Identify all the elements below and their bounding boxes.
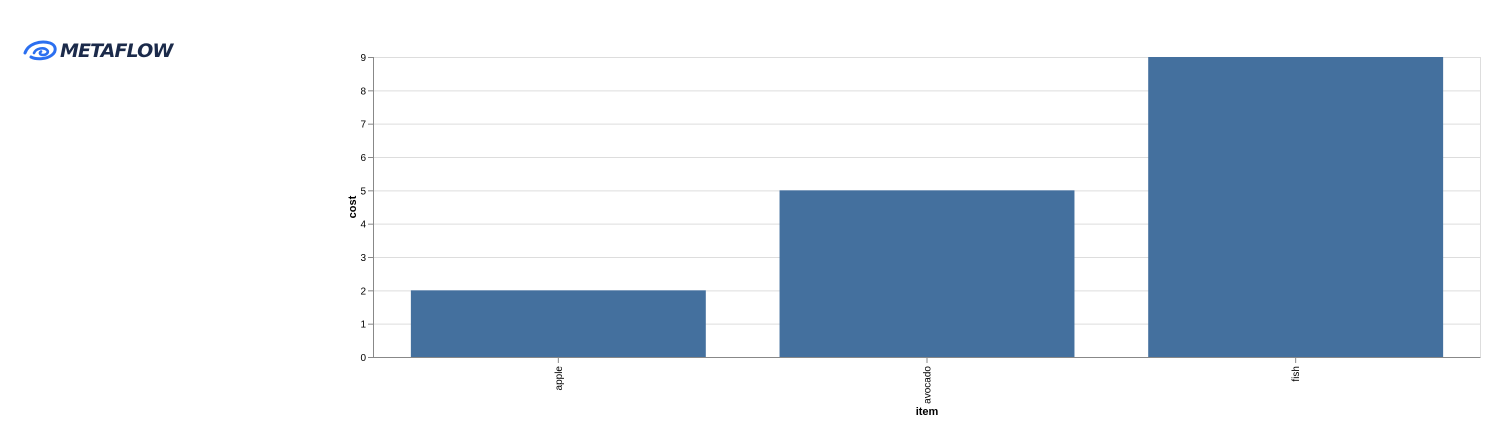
axes: 0 1 2 3 4 5 6 7 8 9 apple avocado fish [360, 53, 1481, 404]
y-tick-label-7: 7 [360, 120, 366, 131]
y-tick-label-5: 5 [360, 186, 366, 197]
x-axis-title: item [916, 406, 939, 418]
bar-fish [1148, 57, 1444, 357]
y-tick-label-3: 3 [360, 253, 366, 264]
y-axis-title: cost [347, 195, 359, 218]
logo-text: METAFLOW [60, 40, 173, 62]
bars [410, 57, 1444, 357]
bar-apple [410, 290, 706, 357]
metaflow-swirl-icon [23, 40, 57, 61]
x-tick-label-fish: fish [1291, 366, 1302, 382]
x-tick-label-avocado: avocado [923, 366, 934, 404]
y-tick-label-1: 1 [360, 320, 366, 331]
y-tick-label-4: 4 [360, 220, 366, 231]
bar-avocado [779, 190, 1075, 357]
y-tick-label-0: 0 [360, 353, 366, 364]
x-tick-label-apple: apple [554, 366, 565, 391]
y-tick-label-2: 2 [360, 286, 366, 297]
y-tick-label-8: 8 [360, 86, 366, 97]
y-tick-label-9: 9 [360, 53, 366, 64]
metaflow-logo[interactable]: METAFLOW [22, 38, 173, 64]
y-tick-label-6: 6 [360, 153, 366, 164]
